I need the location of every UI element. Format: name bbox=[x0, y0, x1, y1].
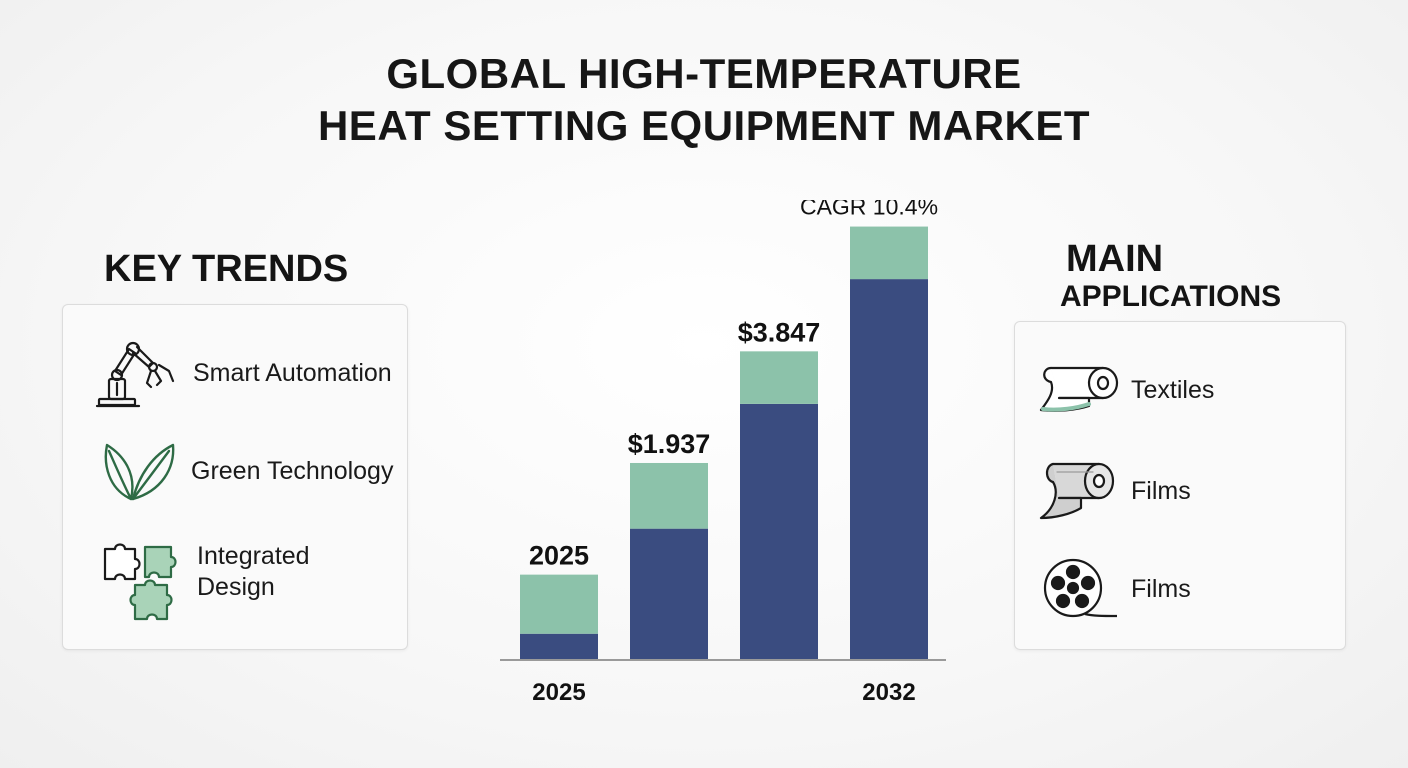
main-applications-panel: Textiles Films bbox=[1014, 321, 1346, 650]
key-trends-panel: Smart Automation Green Technology Integr… bbox=[62, 304, 408, 650]
bar-value-label-0: 2025 bbox=[529, 541, 589, 571]
app-label: Films bbox=[1131, 575, 1191, 603]
main-applications-heading-line-2: APPLICATIONS bbox=[1060, 280, 1282, 313]
bar-segment-top-3 bbox=[850, 226, 928, 280]
leaf-icon bbox=[104, 443, 175, 501]
title-line-2: HEAT SETTING EQUIPMENT MARKET bbox=[317, 102, 1091, 149]
puzzle-icon bbox=[103, 543, 177, 621]
x-tick-label-3: 2032 bbox=[862, 679, 915, 706]
film-reel-icon bbox=[1043, 558, 1118, 618]
labels-layer: 2025$1.937$3.847$1.937 BillionCAGR 10.4%… bbox=[529, 200, 938, 706]
fabric-roll-icon bbox=[1039, 366, 1119, 412]
bar-value-label-1: $1.937 bbox=[628, 429, 711, 459]
bar-value-label-2: $3.847 bbox=[738, 317, 821, 347]
bar-segment-base-1 bbox=[630, 528, 708, 660]
robot-arm-icon bbox=[95, 341, 175, 408]
app-label: Films bbox=[1131, 477, 1191, 505]
market-bar-chart: 2025$1.937$3.847$1.937 BillionCAGR 10.4%… bbox=[500, 200, 946, 706]
trend-label: Smart Automation bbox=[193, 359, 392, 387]
app-label: Textiles bbox=[1131, 376, 1215, 404]
bar-segment-top-0 bbox=[520, 574, 598, 634]
bar-segment-base-3 bbox=[850, 279, 928, 660]
trend-label: Green Technology bbox=[191, 457, 394, 485]
trend-item-smart-automation: Smart Automation bbox=[95, 335, 392, 411]
app-item-films: Films bbox=[1037, 458, 1191, 524]
app-item-films-reel: Films bbox=[1041, 556, 1191, 622]
app-item-textiles: Textiles bbox=[1037, 362, 1214, 418]
key-trends-heading: KEY TRENDS bbox=[104, 248, 349, 290]
bar-segment-base-0 bbox=[520, 633, 598, 660]
trend-label-line-2: Design bbox=[197, 573, 275, 601]
bar-segment-base-2 bbox=[740, 403, 818, 660]
trend-label-integrated-design: Integrated Design bbox=[197, 541, 310, 603]
cagr-annotation: CAGR 10.4% bbox=[800, 200, 938, 220]
bars-layer bbox=[520, 226, 928, 660]
bar-segment-top-1 bbox=[630, 462, 708, 529]
trend-item-green-technology: Green Technology bbox=[101, 439, 393, 503]
page-title: GLOBAL HIGH-TEMPERATURE HEAT SETTING EQU… bbox=[0, 48, 1408, 152]
trend-label-line-1: Integrated bbox=[197, 542, 310, 570]
main-applications-heading-line-1: MAIN bbox=[1066, 238, 1164, 280]
bar-segment-top-2 bbox=[740, 351, 818, 404]
x-tick-label-0: 2025 bbox=[532, 679, 585, 706]
trend-item-integrated-design: Integrated Design bbox=[101, 539, 310, 625]
film-roll-icon bbox=[1039, 462, 1115, 520]
title-line-1: GLOBAL HIGH-TEMPERATURE bbox=[386, 50, 1022, 97]
